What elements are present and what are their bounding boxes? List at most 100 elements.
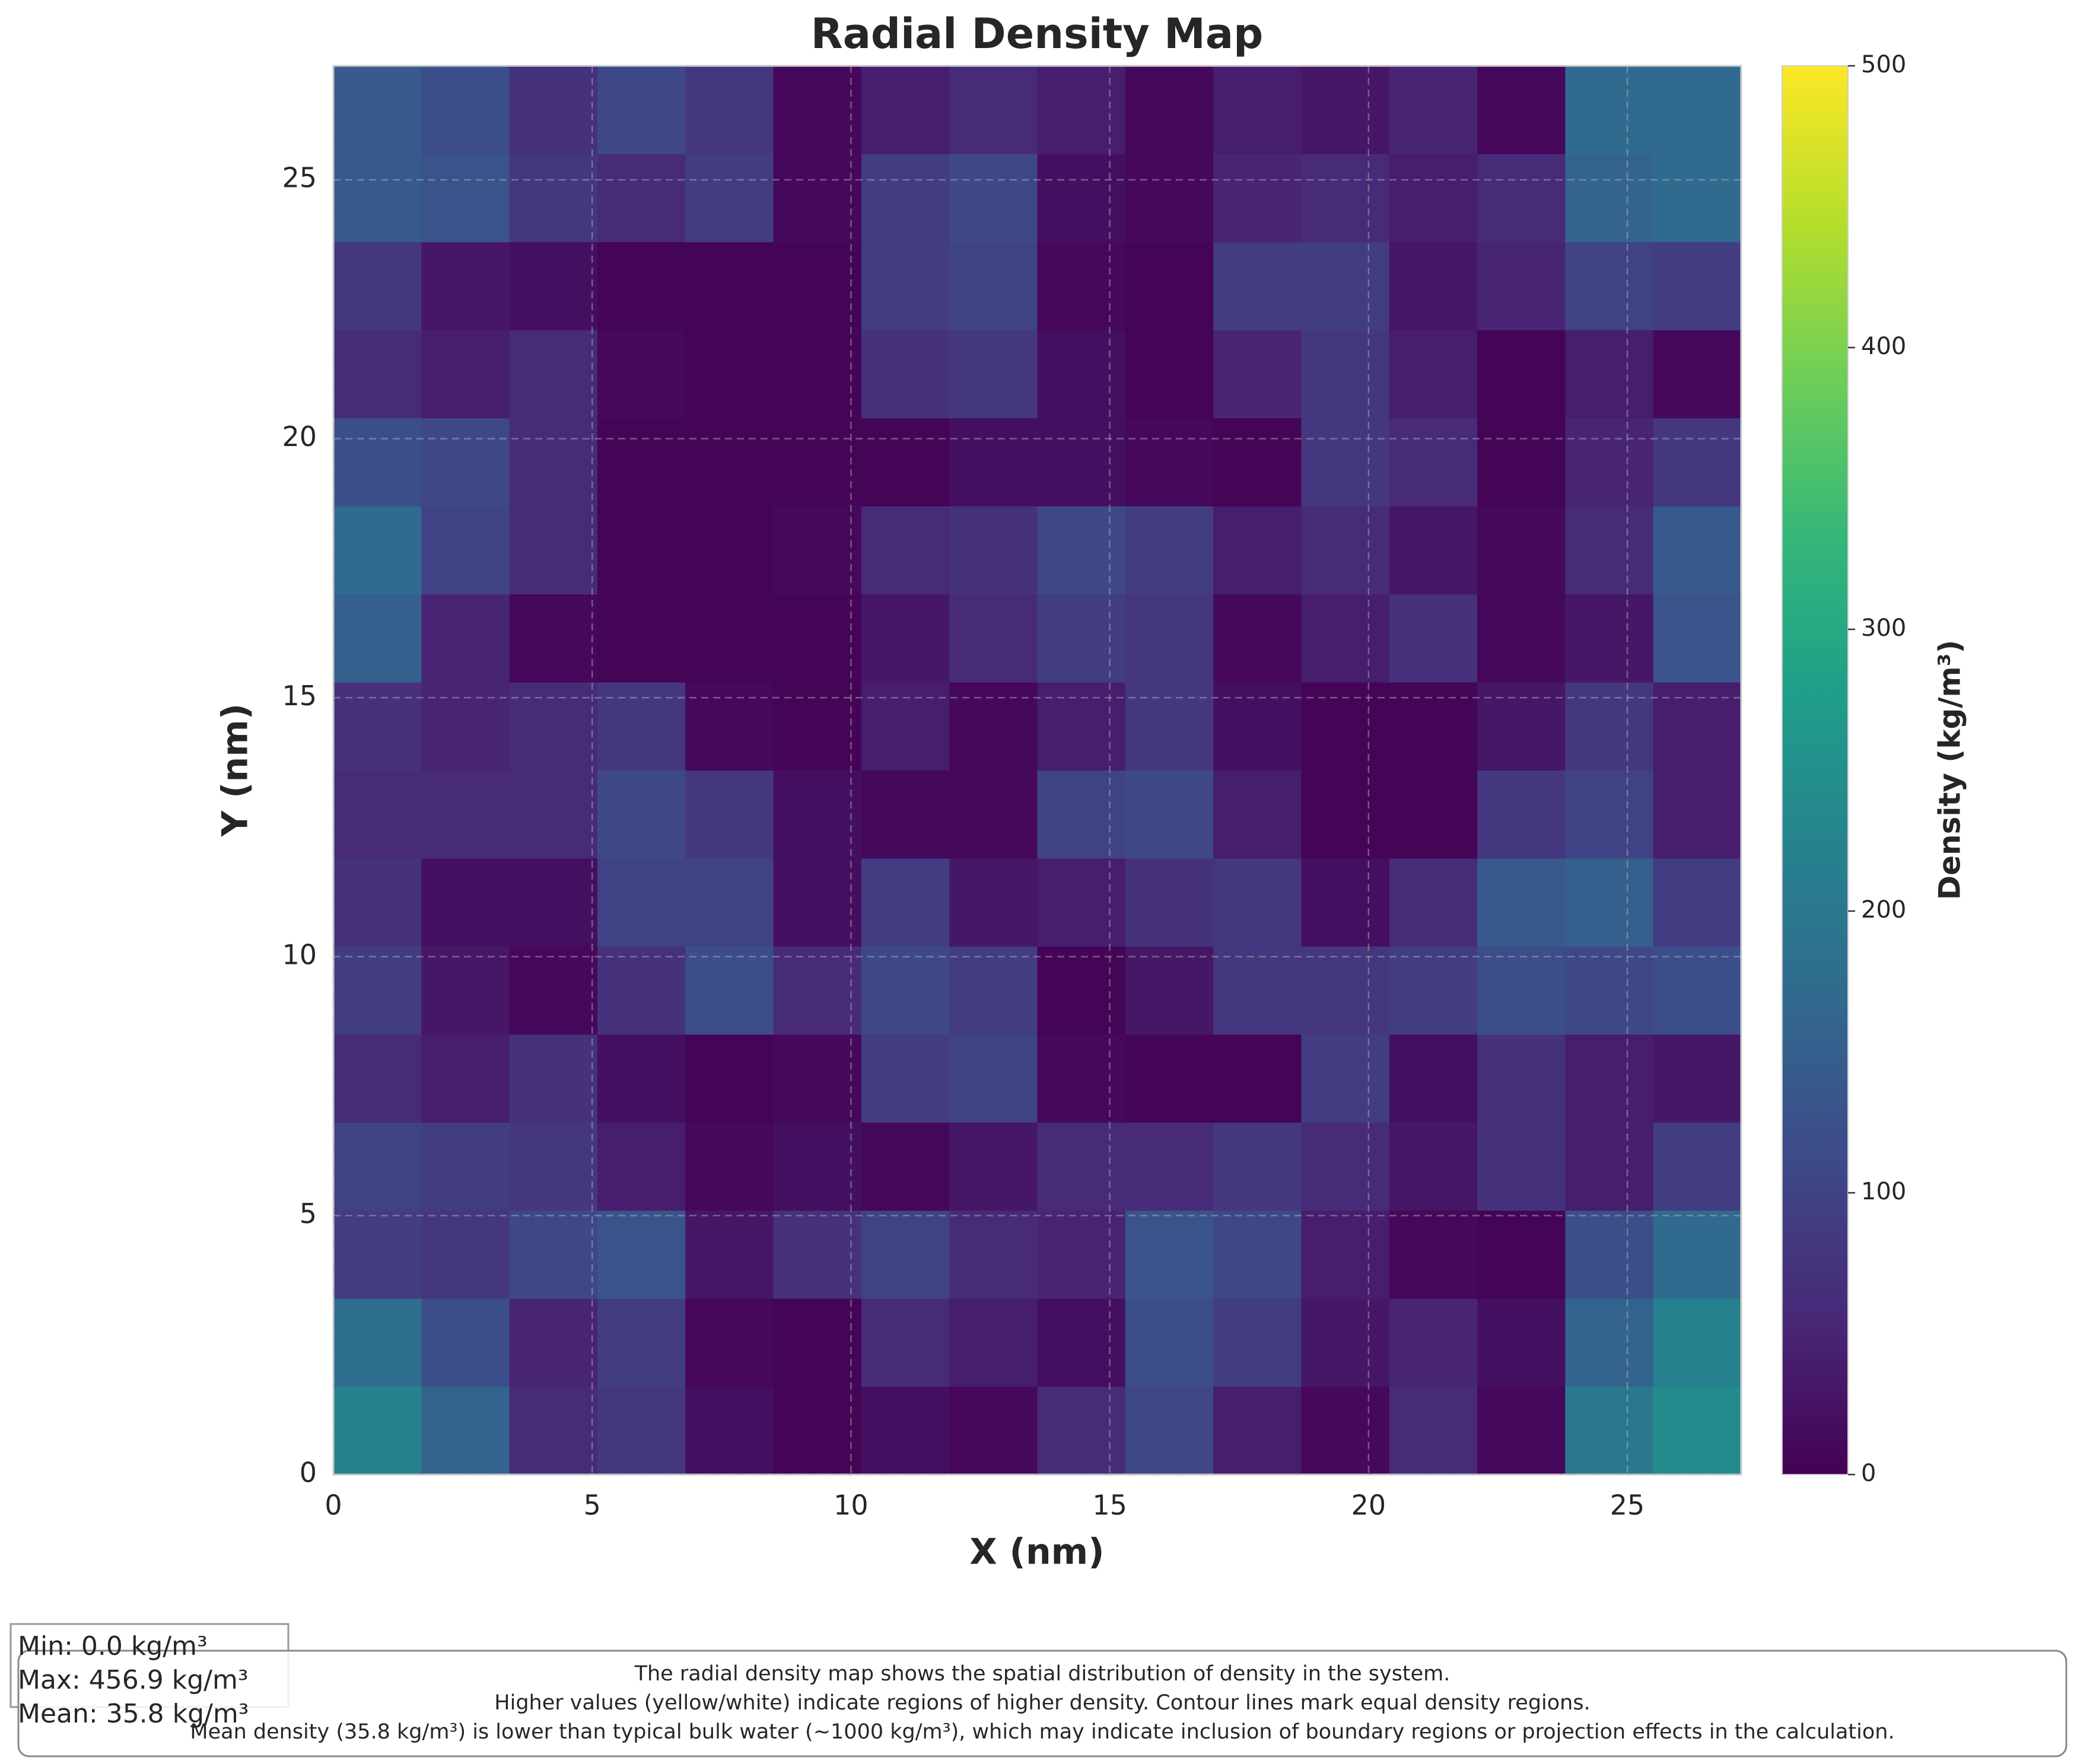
heatmap-cell — [1653, 858, 1742, 947]
heatmap-cell — [1565, 506, 1654, 595]
heatmap-cell — [1565, 1034, 1654, 1123]
heatmap-cell — [333, 682, 422, 770]
heatmap-cell — [685, 66, 774, 154]
colorbar-tick-label: 200 — [1861, 896, 1906, 924]
heatmap-cell — [1477, 946, 1566, 1035]
heatmap-cell — [949, 418, 1038, 507]
heatmap-cell — [1125, 1298, 1214, 1387]
heatmap-cell — [1301, 418, 1390, 507]
heatmap-cell — [773, 241, 862, 330]
heatmap-cell — [1301, 1298, 1390, 1387]
heatmap-cell — [1565, 418, 1654, 507]
heatmap-cell — [949, 154, 1038, 243]
heatmap-cell — [333, 946, 422, 1035]
heatmap-cell — [509, 154, 598, 243]
heatmap-cell — [1653, 154, 1742, 243]
heatmap-cell — [773, 682, 862, 770]
heatmap-cell — [333, 594, 422, 683]
heatmap-cell — [1477, 1298, 1566, 1387]
heatmap-cell — [333, 154, 422, 243]
heatmap-cell — [1565, 1386, 1654, 1475]
heatmap-cell — [421, 770, 510, 859]
heatmap-cell — [861, 594, 950, 683]
heatmap-cell — [685, 418, 774, 507]
y-tick-label: 0 — [300, 1457, 317, 1489]
heatmap-cell — [773, 330, 862, 419]
x-tick-label: 0 — [325, 1489, 342, 1521]
heatmap-cell — [1477, 154, 1566, 243]
heatmap-cell — [1125, 858, 1214, 947]
heatmap-cell — [1477, 1210, 1566, 1299]
heatmap-cell — [1213, 330, 1302, 419]
heatmap-cell — [421, 682, 510, 770]
heatmap-cell — [1037, 594, 1126, 683]
y-tick-label: 25 — [282, 162, 317, 194]
heatmap-cell — [1477, 858, 1566, 947]
heatmap-cell — [1037, 682, 1126, 770]
heatmap-cell — [1565, 1210, 1654, 1299]
colorbar-tick-label: 0 — [1861, 1460, 1876, 1487]
heatmap-cell — [1301, 154, 1390, 243]
heatmap-cell — [421, 594, 510, 683]
heatmap-cell — [1037, 66, 1126, 154]
heatmap-cell — [597, 330, 686, 419]
colorbar — [1782, 65, 1849, 1475]
heatmap-cell — [1037, 946, 1126, 1035]
heatmap-cell — [949, 1210, 1038, 1299]
heatmap-cell — [773, 1210, 862, 1299]
heatmap-cell — [509, 682, 598, 770]
heatmap-cell — [1565, 241, 1654, 330]
heatmap-cell — [773, 770, 862, 859]
heatmap-cell — [509, 1034, 598, 1123]
heatmap-cell — [685, 1298, 774, 1387]
heatmap-cell — [685, 594, 774, 683]
heatmap-cell — [1213, 1386, 1302, 1475]
heatmap-cell — [1125, 770, 1214, 859]
heatmap-cell — [1301, 66, 1390, 154]
caption-text: Higher values (yellow/white) indicate re… — [494, 1691, 1590, 1715]
heatmap-cell — [685, 1210, 774, 1299]
heatmap-cell — [509, 241, 598, 330]
heatmap-cell — [773, 1034, 862, 1123]
heatmap-cell — [1301, 1122, 1390, 1211]
heatmap-cell — [597, 770, 686, 859]
heatmap-cell — [509, 66, 598, 154]
heatmap-cell — [333, 66, 422, 154]
heatmap-cell — [1037, 1034, 1126, 1123]
heatmap-cell — [421, 154, 510, 243]
heatmap-cell — [1653, 1386, 1742, 1475]
heatmap-cell — [1477, 682, 1566, 770]
heatmap-cell — [685, 241, 774, 330]
heatmap-cell — [597, 1386, 686, 1475]
heatmap-cell — [1301, 1034, 1390, 1123]
heatmap-cell — [949, 1122, 1038, 1211]
heatmap-cell — [861, 1122, 950, 1211]
heatmap-cell — [1389, 1386, 1478, 1475]
heatmap-cell — [1301, 506, 1390, 595]
heatmap-cell — [1125, 594, 1214, 683]
chart-title: Radial Density Map — [811, 9, 1263, 58]
colorbar-label: Density (kg/m³) — [1933, 640, 1967, 900]
heatmap-cell — [509, 506, 598, 595]
heatmap-cell — [509, 946, 598, 1035]
heatmap-cell — [1389, 330, 1478, 419]
heatmap-cell — [509, 418, 598, 507]
heatmap-cell — [1037, 154, 1126, 243]
heatmap-cell — [1653, 946, 1742, 1035]
heatmap-cell — [1477, 66, 1566, 154]
heatmap-cell — [773, 506, 862, 595]
heatmap-cell — [597, 418, 686, 507]
heatmap-cell — [1653, 682, 1742, 770]
heatmap-cell — [1389, 682, 1478, 770]
heatmap-cell — [1125, 154, 1214, 243]
heatmap-cell — [333, 1298, 422, 1387]
x-tick-label: 25 — [1610, 1489, 1645, 1521]
plot-frame — [332, 65, 1742, 1476]
heatmap-cell — [1037, 506, 1126, 595]
heatmap-cell — [333, 1122, 422, 1211]
heatmap-cell — [1037, 1122, 1126, 1211]
heatmap-cell — [949, 506, 1038, 595]
caption-box — [17, 1650, 2067, 1757]
heatmap-cell — [861, 418, 950, 507]
